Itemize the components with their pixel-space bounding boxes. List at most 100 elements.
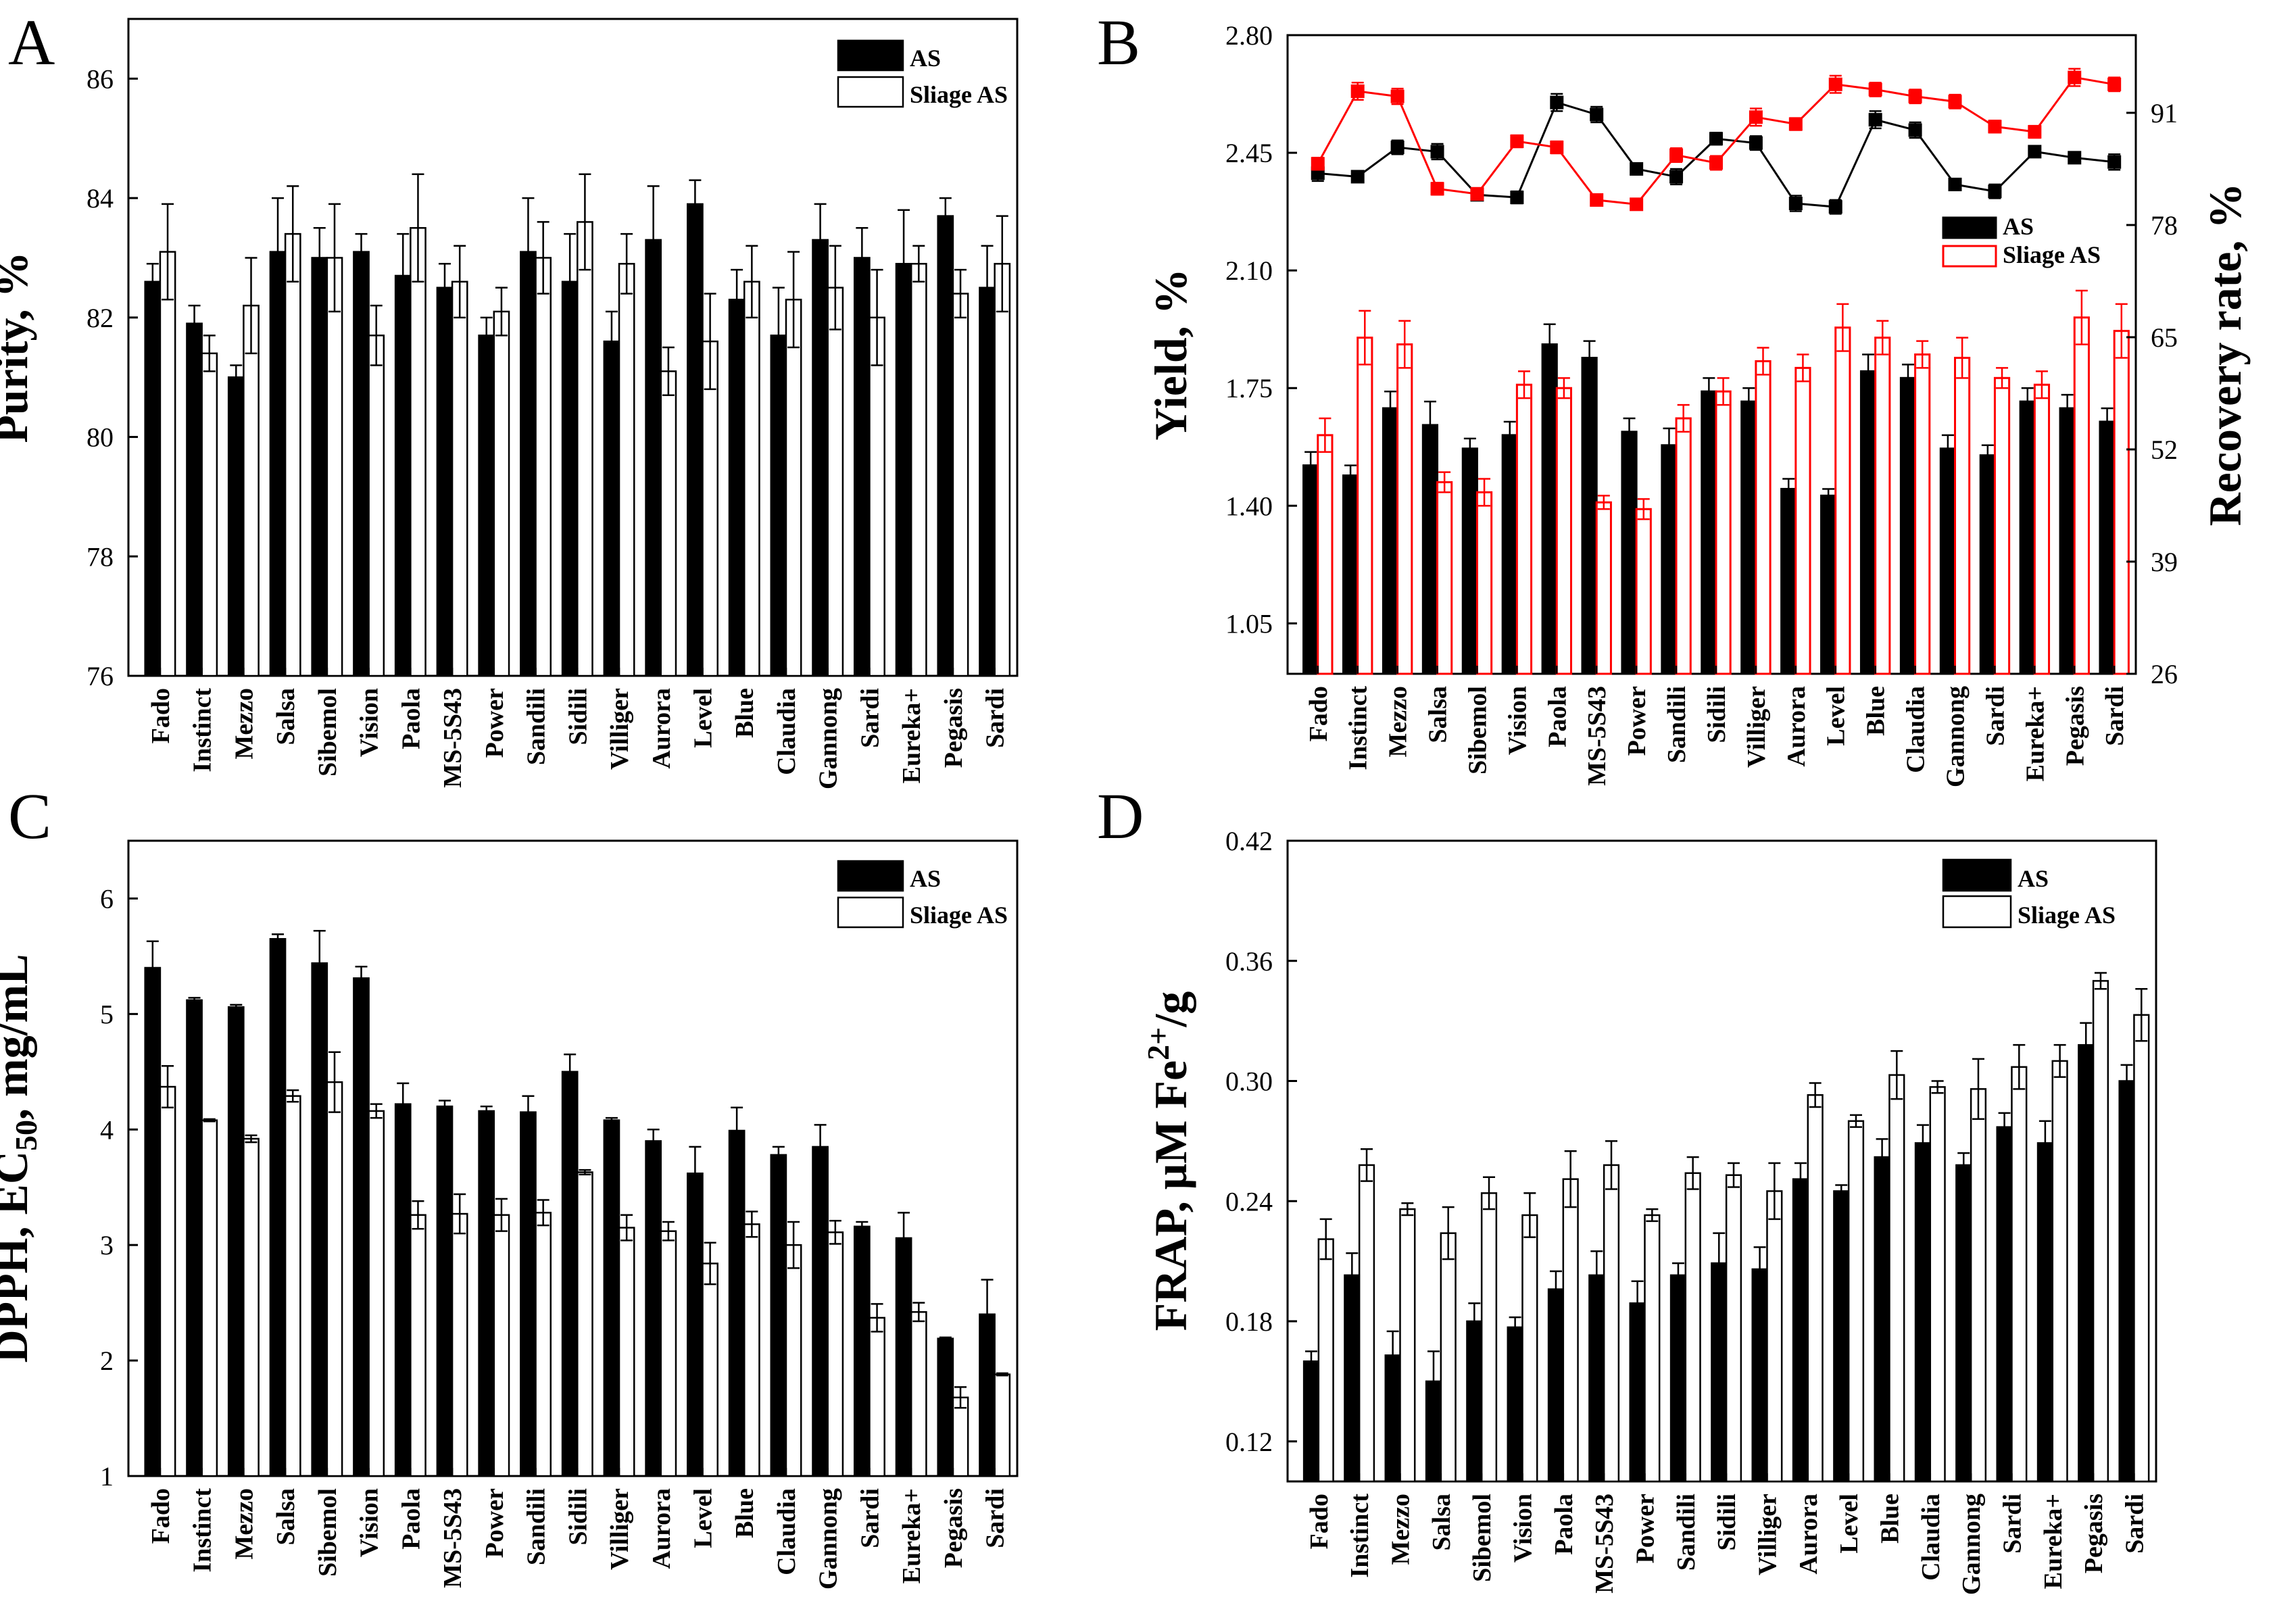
x-category-label: Sardi	[2120, 1494, 2149, 1554]
x-category-label: Villiger	[606, 1488, 634, 1570]
bar-as-13	[1833, 1190, 1850, 1483]
bar-as-5	[353, 251, 370, 677]
x-category-label: Sidili	[564, 688, 592, 745]
x-category-label: Sandili	[522, 1488, 551, 1565]
x-category-label: Claudia	[773, 1488, 801, 1575]
x-category-label: Instinct	[1346, 1494, 1374, 1578]
y-axis-title: DPPH, EC50, mg/mL	[0, 954, 43, 1362]
bar-as-5	[1507, 1326, 1523, 1483]
x-category-label: Sandili	[522, 688, 551, 765]
bar-as-18	[2036, 1142, 2054, 1483]
yield-bar-as-14	[1859, 370, 1877, 675]
x-category-label: Paola	[1543, 686, 1571, 747]
bar-as-11	[603, 340, 620, 677]
bar-as-7	[436, 287, 454, 677]
yield-bar-as-8	[1621, 431, 1638, 675]
bar-as-19	[937, 1337, 954, 1477]
y-tick-label: 5	[100, 999, 114, 1029]
x-category-label: Gannong	[1957, 1494, 1986, 1595]
bar-silage-as-7	[451, 1212, 468, 1477]
recovery-point-as-2	[1390, 141, 1405, 155]
y-right-tick-label: 39	[2151, 547, 2178, 577]
recovery-point-as-9	[1669, 170, 1684, 184]
recovery-point-silage-as-3	[1430, 182, 1444, 196]
bar-as-16	[812, 239, 829, 677]
recovery-point-as-8	[1630, 162, 1644, 176]
yield-bar-silage-as-19	[2073, 316, 2090, 675]
x-category-label: Blue	[731, 688, 759, 738]
x-category-label: Fado	[1304, 686, 1333, 741]
y-tick-label: 80	[87, 422, 114, 453]
legend-swatch	[1942, 895, 2012, 929]
bar-silage-as-3	[284, 232, 301, 677]
bar-silage-as-0	[159, 251, 176, 677]
bar-silage-as-16	[1970, 1088, 1987, 1483]
bar-as-8	[478, 1110, 495, 1477]
bar-as-6	[394, 274, 412, 677]
x-category-label: Power	[1631, 1494, 1659, 1564]
legend-swatch	[1942, 245, 1997, 268]
yield-bar-silage-as-16	[1954, 356, 1971, 675]
y-tick-label: 0.24	[1225, 1186, 1273, 1216]
bar-as-18	[895, 1237, 912, 1477]
x-category-label: Claudia	[1902, 686, 1930, 773]
legend-swatch	[1942, 858, 2012, 892]
y-tick-label: 2.45	[1225, 138, 1273, 168]
bar-as-1	[186, 999, 203, 1477]
yield-bar-silage-as-14	[1874, 337, 1891, 675]
panel-letter-d: D	[1097, 780, 1144, 852]
yield-bar-as-18	[2019, 400, 2036, 675]
recovery-point-as-14	[1868, 113, 1882, 127]
y-right-tick-label: 65	[2151, 322, 2178, 353]
recovery-point-silage-as-0	[1311, 157, 1325, 171]
x-category-label: Sandili	[1663, 686, 1691, 763]
bar-silage-as-1	[1358, 1164, 1375, 1483]
bar-as-2	[227, 1006, 245, 1477]
panel-letter-a: A	[8, 6, 55, 78]
x-category-label: Sardi	[856, 688, 884, 748]
yield-bar-as-7	[1581, 356, 1598, 675]
x-category-label: Instinct	[1344, 686, 1373, 770]
bar-silage-as-19	[952, 1396, 969, 1477]
bar-as-7	[1588, 1274, 1605, 1483]
x-category-label: Mezzo	[230, 688, 258, 759]
bar-silage-as-10	[1725, 1174, 1742, 1483]
bar-as-2	[227, 376, 245, 677]
x-category-label: Vision	[1509, 1494, 1537, 1563]
y-tick-label: 6	[100, 883, 114, 914]
x-category-label: Sidili	[1713, 1494, 1741, 1551]
x-category-label: MS-5S43	[1583, 686, 1611, 786]
x-category-label: Salsa	[1427, 1494, 1456, 1550]
bar-silage-as-19	[2092, 980, 2109, 1483]
bar-silage-as-6	[1562, 1178, 1579, 1483]
bar-silage-as-7	[451, 280, 468, 677]
yield-bar-silage-as-4	[1475, 491, 1493, 675]
bar-as-12	[1792, 1178, 1809, 1483]
bar-as-7	[436, 1105, 454, 1477]
bar-silage-as-8	[493, 310, 510, 677]
bar-silage-as-1	[201, 1119, 218, 1477]
x-category-label: Sibemol	[1463, 686, 1492, 775]
yield-bar-silage-as-12	[1794, 366, 1811, 675]
legend-swatch	[1942, 216, 1997, 239]
bar-as-9	[520, 251, 537, 677]
recovery-point-silage-as-17	[1988, 120, 2002, 134]
x-category-label: Sardi	[1981, 686, 2009, 746]
bar-as-11	[1751, 1268, 1768, 1483]
bar-silage-as-12	[1807, 1093, 1824, 1483]
bar-as-4	[1466, 1320, 1483, 1483]
bar-as-10	[561, 1071, 579, 1477]
bar-as-14	[728, 299, 746, 677]
bar-silage-as-10	[577, 1171, 593, 1477]
bar-silage-as-8	[493, 1214, 510, 1477]
yield-bar-as-11	[1740, 400, 1757, 675]
y-right-axis-title: Recovery rate, %	[2199, 183, 2251, 526]
x-category-label: Paola	[397, 1488, 425, 1550]
x-category-label: Level	[689, 1488, 718, 1548]
recovery-point-silage-as-15	[1908, 89, 1922, 103]
panel-b-yield-recovery-chart: 1.05 1.40 1.75 2.10 2.45 2.80 Yield, % 26 39 52 65…	[1145, 20, 2251, 787]
bar-silage-as-17	[2011, 1066, 2028, 1483]
x-category-label: Sibemol	[314, 688, 342, 777]
x-category-label: Level	[1822, 686, 1851, 746]
y-tick-label: 1.40	[1225, 491, 1273, 521]
